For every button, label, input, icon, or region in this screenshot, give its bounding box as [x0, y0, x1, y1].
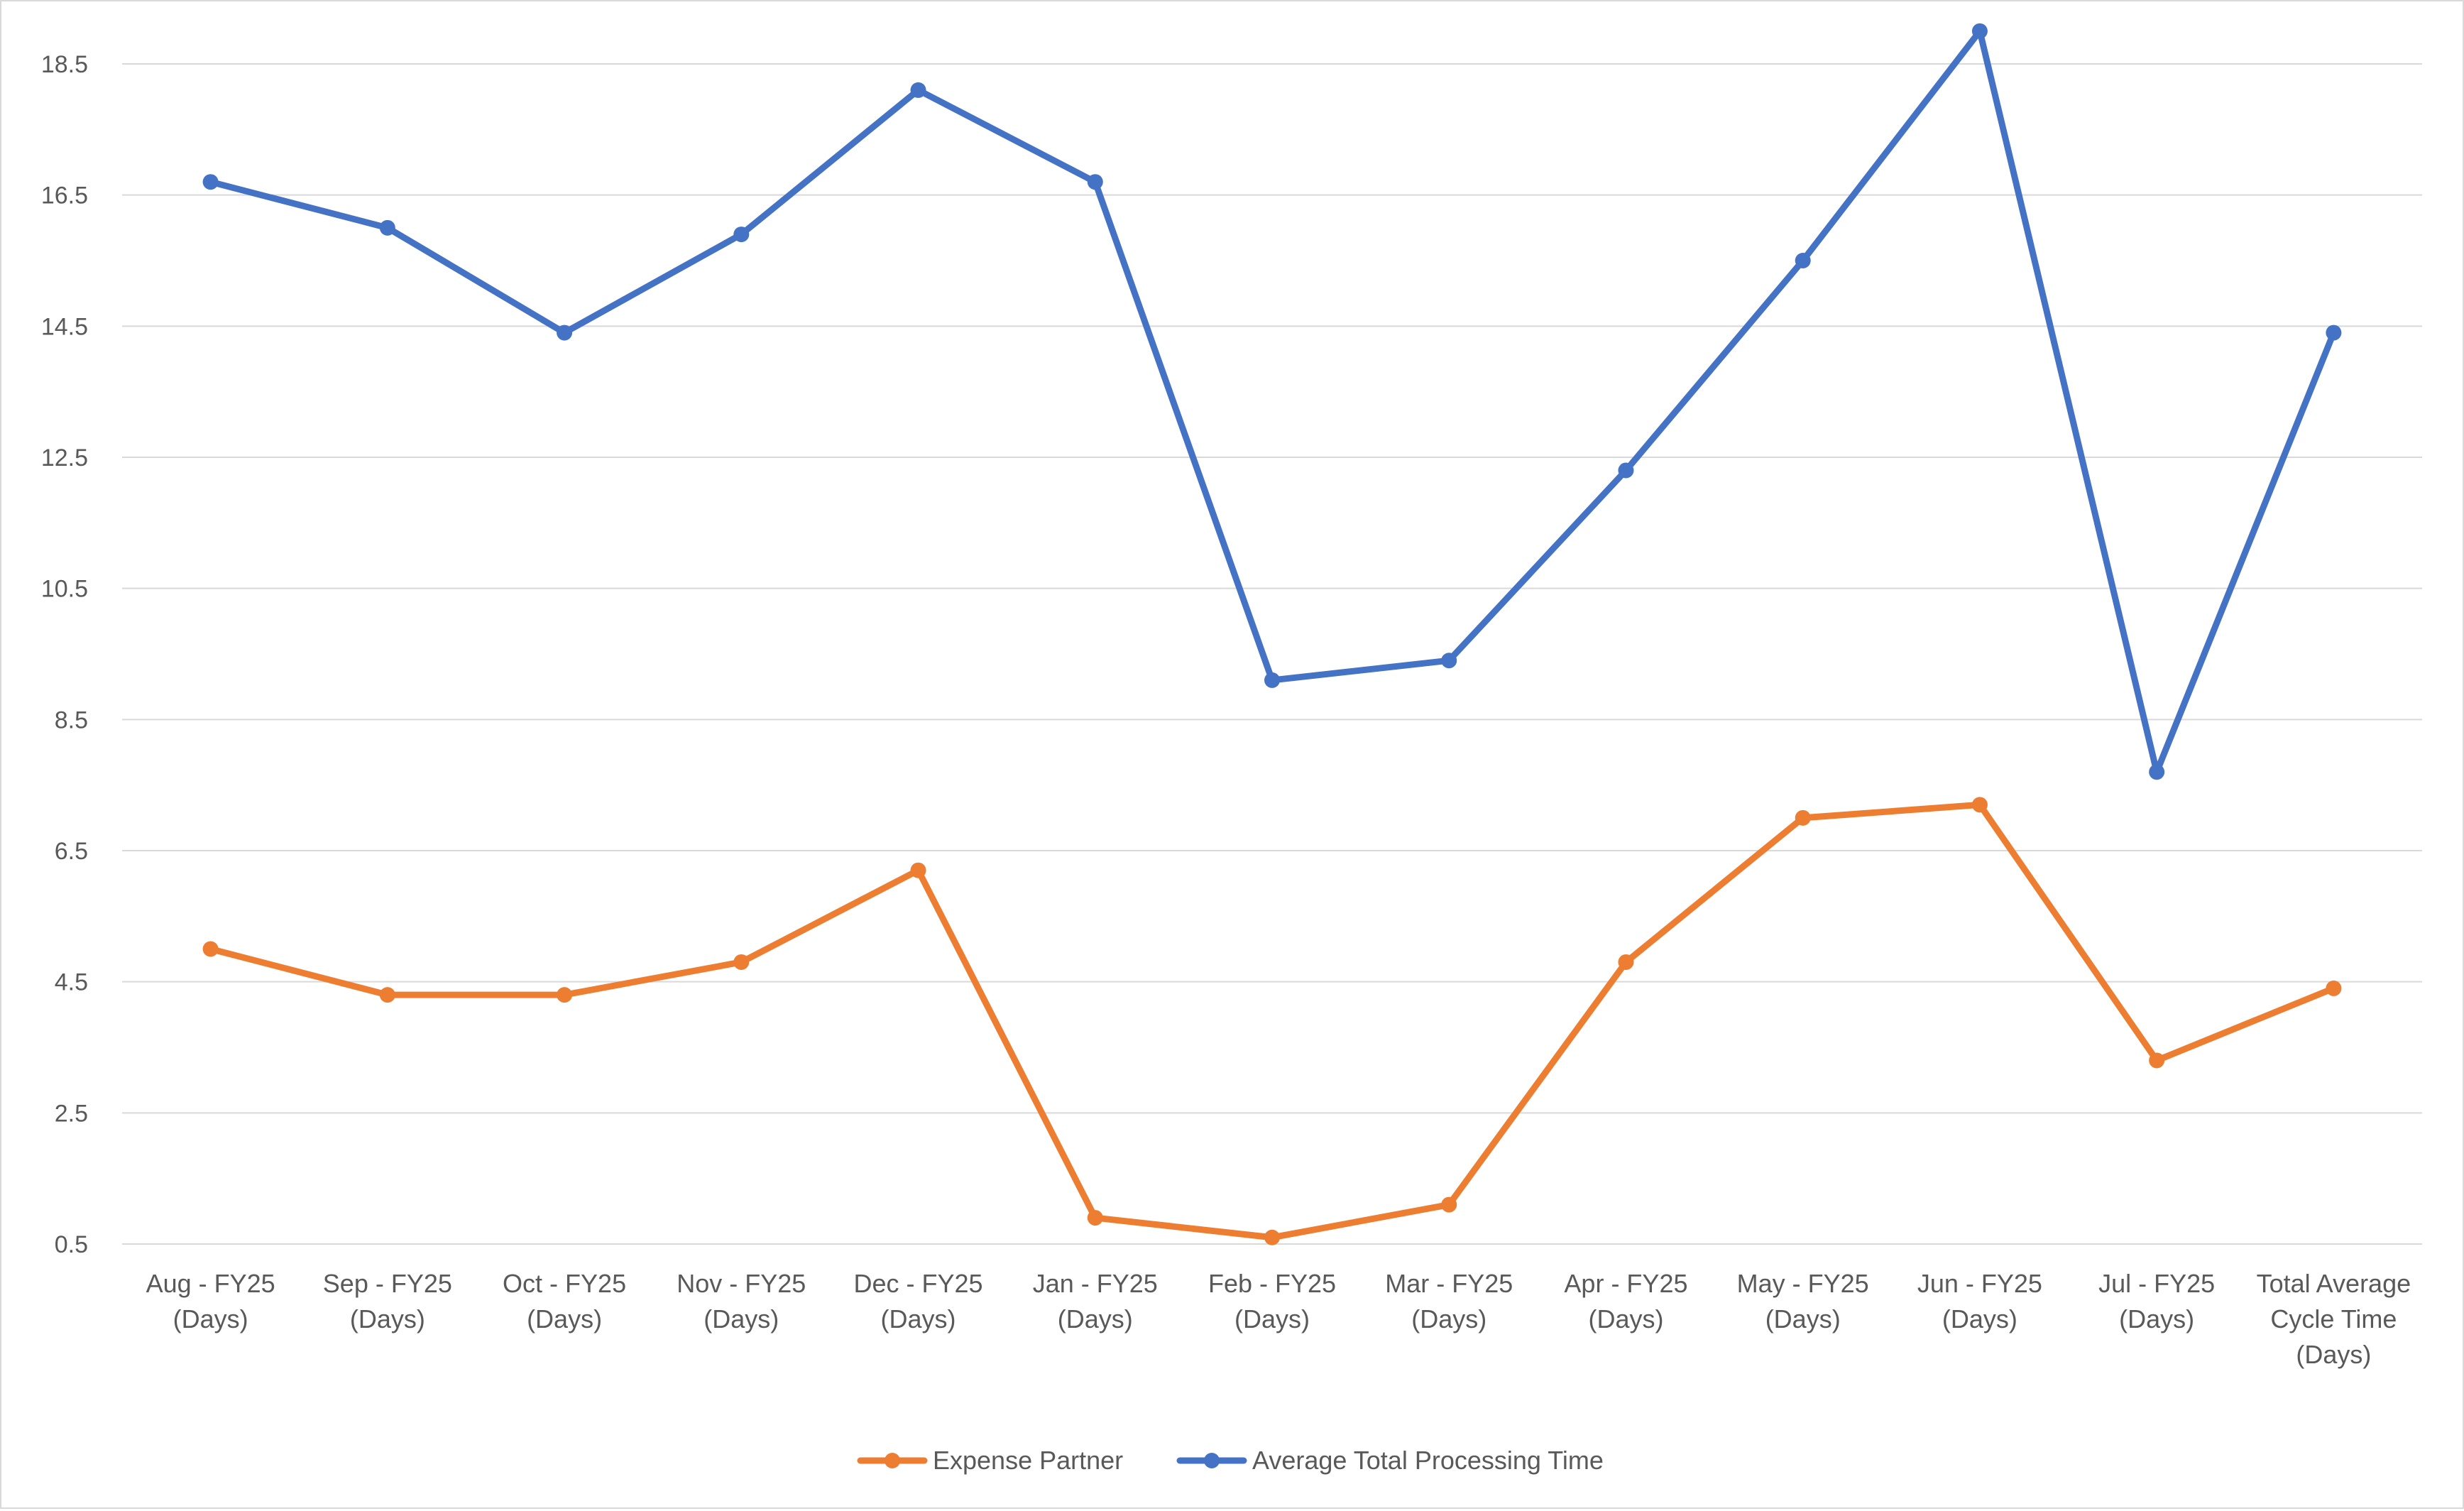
data-point	[733, 227, 750, 243]
data-point	[1264, 672, 1280, 688]
legend-swatch-marker	[1204, 1453, 1220, 1468]
data-point	[1795, 809, 1811, 826]
x-tick-label: Mar - FY25 (Days)	[1385, 1269, 1513, 1333]
x-tick-label: Feb - FY25 (Days)	[1208, 1269, 1336, 1333]
x-tick-label: Apr - FY25 (Days)	[1564, 1269, 1687, 1333]
x-tick-label: Jul - FY25 (Days)	[2098, 1269, 2215, 1333]
data-point	[1618, 462, 1634, 479]
series-line-0	[207, 801, 2337, 1241]
data-point	[910, 862, 926, 878]
data-point	[1087, 174, 1103, 190]
y-tick-label: 14.5	[41, 313, 88, 340]
data-point	[1441, 653, 1457, 669]
series-lines	[202, 23, 2342, 1245]
x-axis: Aug - FY25 (Days) Sep - FY25 (Days) Oct - FY…	[146, 1269, 2411, 1369]
gridlines	[122, 63, 2422, 1245]
y-tick-label: 2.5	[55, 1100, 88, 1127]
data-point	[2149, 1052, 2165, 1069]
legend-swatch-marker	[885, 1453, 900, 1468]
data-point	[1441, 1196, 1457, 1213]
legend-label: Average Total Processing Time	[1252, 1446, 1604, 1475]
y-tick-label: 18.5	[41, 51, 88, 78]
y-tick-label: 12.5	[41, 444, 88, 471]
data-point	[1264, 1229, 1280, 1245]
data-point	[379, 219, 395, 236]
y-tick-label: 6.5	[55, 838, 88, 865]
x-tick-label: Sep - FY25 (Days)	[323, 1269, 452, 1333]
x-tick-label: Aug - FY25 (Days)	[146, 1269, 275, 1333]
data-point	[557, 324, 573, 341]
x-tick-label: Jun - FY25 (Days)	[1917, 1269, 2042, 1333]
data-point	[202, 174, 219, 190]
data-point	[202, 941, 219, 957]
legend: Expense Partner Average Total Processing …	[857, 1446, 1604, 1475]
x-tick-label: Dec - FY25 (Days)	[854, 1269, 983, 1333]
data-point	[2326, 324, 2342, 341]
data-point	[1795, 253, 1811, 268]
y-axis-tick-labels: 0.5 2.5 4.5 6.5 8.5 10.5 12.5 14.5 16.5 18.5	[41, 51, 88, 1258]
data-point	[2149, 764, 2165, 780]
y-tick-label: 8.5	[55, 707, 88, 733]
x-tick-label: Jan - FY25 (Days)	[1033, 1269, 1158, 1333]
data-point	[2326, 980, 2342, 996]
x-tick-label: Total Average Cycle Time (Days)	[2257, 1269, 2411, 1369]
y-tick-label: 0.5	[55, 1231, 88, 1258]
legend-label: Expense Partner	[933, 1446, 1123, 1475]
series-line-1	[207, 28, 2337, 775]
data-point	[379, 987, 395, 1003]
y-tick-label: 10.5	[41, 576, 88, 603]
y-tick-label: 16.5	[41, 182, 88, 209]
y-tick-label: 4.5	[55, 969, 88, 996]
x-tick-label: May - FY25 (Days)	[1737, 1269, 1869, 1333]
data-point	[557, 987, 573, 1003]
data-point	[1971, 23, 1988, 39]
data-point	[1618, 954, 1634, 970]
x-tick-label: Nov - FY25 (Days)	[677, 1269, 806, 1333]
data-point	[733, 954, 750, 970]
x-tick-label: Oct - FY25 (Days)	[503, 1269, 626, 1333]
data-point	[910, 82, 926, 98]
data-point	[1971, 797, 1988, 813]
data-point	[1087, 1210, 1103, 1226]
